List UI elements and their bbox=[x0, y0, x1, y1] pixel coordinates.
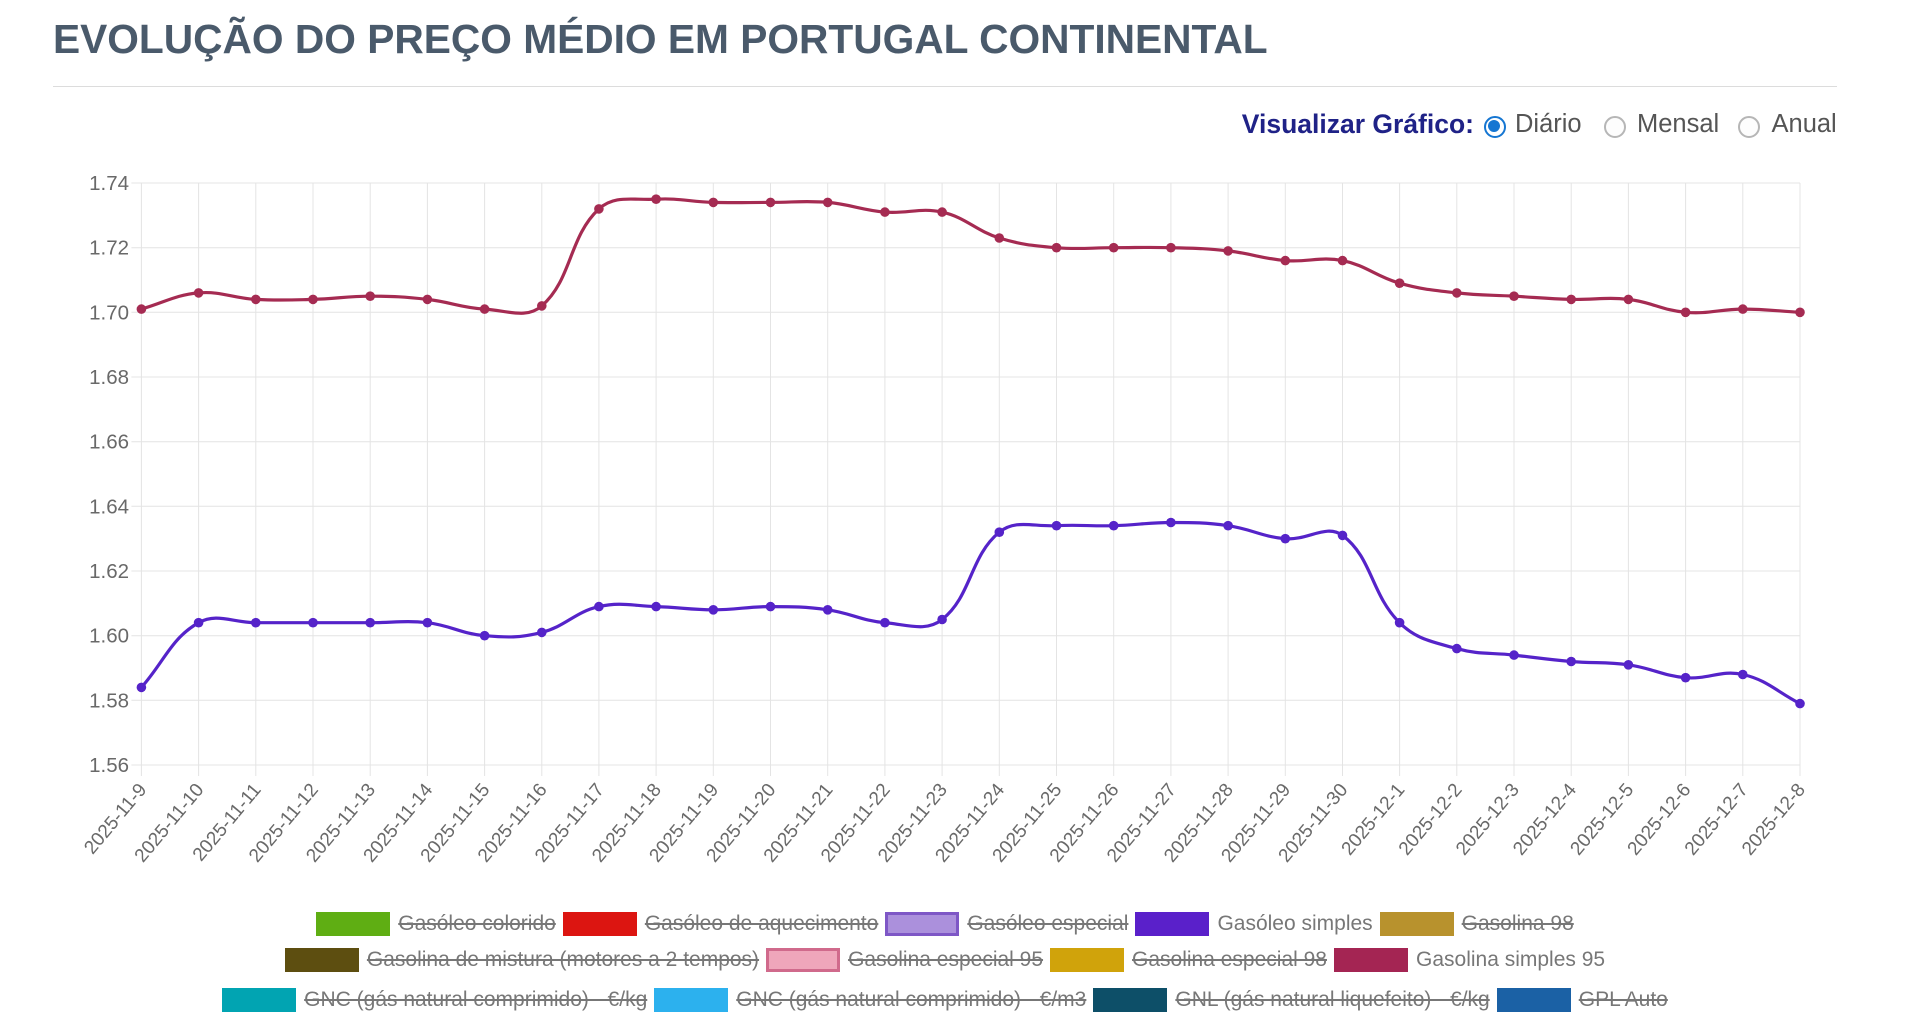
svg-text:1.64: 1.64 bbox=[89, 495, 129, 518]
svg-text:1.74: 1.74 bbox=[89, 172, 129, 195]
svg-text:1.60: 1.60 bbox=[89, 625, 129, 648]
svg-text:1.58: 1.58 bbox=[89, 689, 129, 712]
svg-text:1.72: 1.72 bbox=[89, 237, 129, 260]
svg-text:1.70: 1.70 bbox=[89, 301, 129, 324]
svg-text:1.56: 1.56 bbox=[89, 754, 129, 777]
svg-text:1.68: 1.68 bbox=[89, 366, 129, 389]
svg-text:1.62: 1.62 bbox=[89, 560, 129, 583]
svg-text:1.66: 1.66 bbox=[89, 431, 129, 454]
